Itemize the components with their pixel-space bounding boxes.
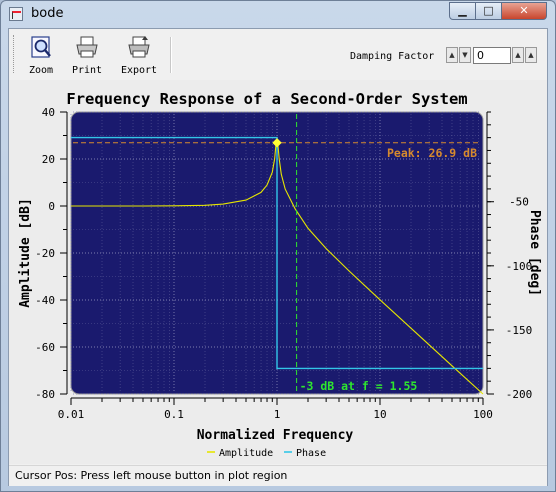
maximize-icon: □ bbox=[483, 4, 494, 17]
y-right-tick-label: -200 bbox=[506, 388, 533, 401]
peak-marker-symbol bbox=[272, 138, 282, 148]
print-button[interactable]: Print bbox=[67, 35, 107, 77]
cutoff-annotation-label: -3 dB at f = 1.55 bbox=[300, 379, 418, 393]
title-bar[interactable]: bode ▁ □ ✕ bbox=[1, 1, 555, 27]
damping-step-buttons: ▲ ▼ bbox=[446, 47, 472, 64]
window-title: bode bbox=[31, 6, 64, 21]
x-tick-label: 100 bbox=[473, 408, 493, 421]
minimize-button[interactable]: ▁ bbox=[449, 2, 476, 20]
legend-item-phase: Phase bbox=[296, 448, 326, 459]
minimize-icon: ▁ bbox=[458, 4, 467, 17]
cursor-position-text: Cursor Pos: Press left mouse button in p… bbox=[15, 469, 288, 482]
toolbar: Zoom Print Export Damp bbox=[9, 29, 547, 79]
y-left-tick-label: -60 bbox=[35, 341, 55, 354]
damping-factor-label: Damping Factor bbox=[350, 51, 435, 62]
maximize-button[interactable]: □ bbox=[475, 2, 502, 20]
zoom-icon bbox=[31, 36, 51, 58]
bode-chart[interactable]: Frequency Response of a Second-Order Sys… bbox=[9, 80, 547, 464]
phase-series-line bbox=[71, 136, 483, 370]
status-bar: Cursor Pos: Press left mouse button in p… bbox=[9, 465, 547, 486]
main-content: Zoom Print Export Damp bbox=[8, 28, 548, 486]
damping-factor-input[interactable]: 0 bbox=[473, 47, 511, 64]
y-left-tick-label: 20 bbox=[42, 153, 55, 166]
y-left-tick-label: 0 bbox=[48, 200, 55, 213]
zoom-label: Zoom bbox=[28, 65, 54, 76]
legend-item-amplitude: Amplitude bbox=[219, 448, 273, 459]
app-icon bbox=[9, 7, 23, 21]
y-right-tick-label: -150 bbox=[506, 324, 533, 337]
export-button[interactable]: Export bbox=[119, 35, 159, 77]
chart-title: Frequency Response of a Second-Order Sys… bbox=[66, 90, 467, 108]
plot-region[interactable]: Frequency Response of a Second-Order Sys… bbox=[9, 80, 547, 464]
y-axis-label-left: Amplitude [dB] bbox=[18, 198, 33, 308]
export-icon bbox=[128, 36, 150, 58]
peak-annotation-label: Peak: 26.9 dB bbox=[387, 146, 477, 160]
x-tick-label: 0.1 bbox=[164, 408, 184, 421]
y-right-tick-label: -50 bbox=[509, 196, 529, 209]
damping-down-button[interactable]: ▲ bbox=[525, 47, 537, 63]
y-left-tick-label: -80 bbox=[35, 388, 55, 401]
grid-lines bbox=[70, 111, 481, 395]
export-label: Export bbox=[120, 65, 158, 76]
y-axis-label-right: Phase [deg] bbox=[527, 210, 542, 296]
damping-step-down-button[interactable]: ▼ bbox=[459, 47, 471, 63]
print-label: Print bbox=[71, 65, 103, 76]
chart-legend[interactable]: Amplitude Phase bbox=[207, 448, 326, 459]
x-axis-label: Normalized Frequency bbox=[197, 428, 354, 443]
y-left-tick-label: 40 bbox=[42, 106, 55, 119]
damping-fast-step-button[interactable]: ▲ bbox=[446, 47, 458, 63]
x-tick-label: 1 bbox=[274, 408, 281, 421]
chart-axes: 0.01 0.1 1 10 100 40 20 0 -20 -40 -60 -80 -50 -100 -15… bbox=[35, 106, 532, 421]
y-left-tick-label: -20 bbox=[35, 247, 55, 260]
print-icon bbox=[76, 36, 98, 58]
x-tick-label: 10 bbox=[373, 408, 386, 421]
close-icon: ✕ bbox=[519, 4, 529, 17]
marker-layer: Peak: 26.9 dB -3 dB at f = 1.55 bbox=[73, 114, 481, 393]
toolbar-grip[interactable] bbox=[13, 35, 17, 73]
close-button[interactable]: ✕ bbox=[501, 2, 547, 20]
toolbar-separator bbox=[170, 37, 172, 73]
y-left-tick-label: -40 bbox=[35, 294, 55, 307]
damping-up-button[interactable]: ▲ bbox=[512, 47, 524, 63]
y-right-tick-label: -100 bbox=[506, 260, 533, 273]
zoom-button[interactable]: Zoom bbox=[21, 35, 61, 77]
x-tick-label: 0.01 bbox=[58, 408, 85, 421]
